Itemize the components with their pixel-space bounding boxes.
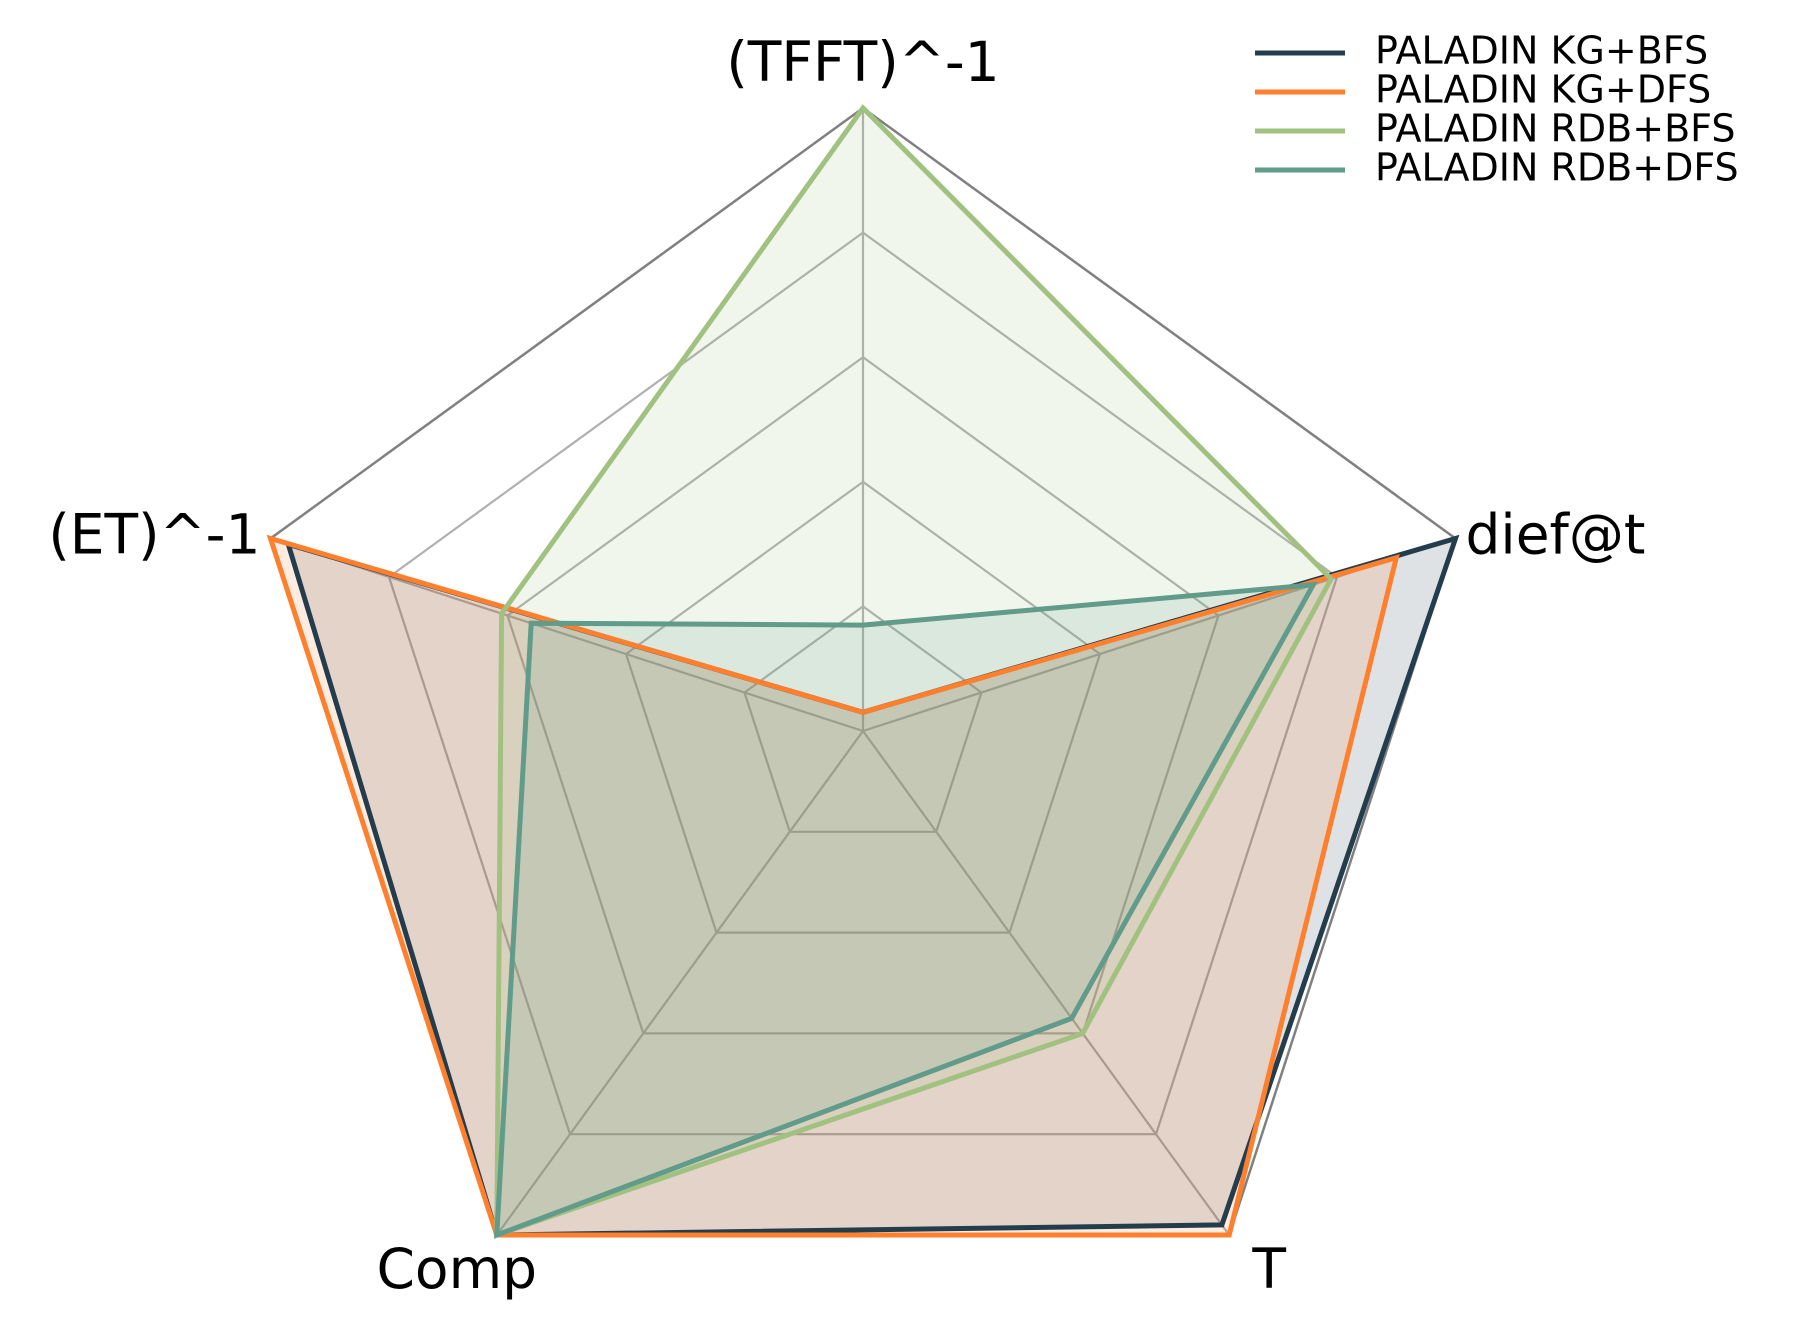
- series-line: [494, 104, 1335, 1239]
- grid-spoke: [495, 730, 864, 1236]
- axis-labels: (TFFT)^-1 dief@t T Comp (ET)^-1: [48, 30, 1645, 1301]
- legend-label: PALADIN KG+BFS: [1375, 29, 1708, 73]
- axis-label: dief@t: [1466, 503, 1646, 567]
- grid-ring: [506, 355, 1220, 1035]
- axis-label: (TFFT)^-1: [726, 30, 999, 94]
- series-fill: [270, 538, 1397, 1235]
- legend-label: PALADIN RDB+BFS: [1375, 107, 1735, 151]
- axis-label: Comp: [377, 1237, 538, 1301]
- series-fills: [270, 108, 1456, 1235]
- grid-spoke: [862, 730, 1231, 1236]
- grid-ring: [743, 605, 983, 833]
- axis-label: (ET)^-1: [48, 503, 260, 567]
- axis-label: T: [1251, 1237, 1286, 1301]
- grid-ring: [387, 231, 1339, 1136]
- series-fill: [496, 584, 1314, 1235]
- series-fill: [288, 538, 1456, 1235]
- legend-label: PALADIN RDB+DFS: [1375, 146, 1739, 190]
- grid-spoke: [270, 537, 864, 733]
- series-line: [494, 581, 1318, 1239]
- series-lines: [266, 104, 1460, 1239]
- series-fill: [496, 108, 1332, 1235]
- legend-label: PALADIN KG+DFS: [1375, 68, 1711, 112]
